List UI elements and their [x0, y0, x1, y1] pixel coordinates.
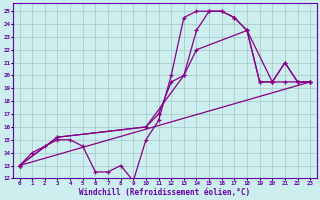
X-axis label: Windchill (Refroidissement éolien,°C): Windchill (Refroidissement éolien,°C): [79, 188, 251, 197]
